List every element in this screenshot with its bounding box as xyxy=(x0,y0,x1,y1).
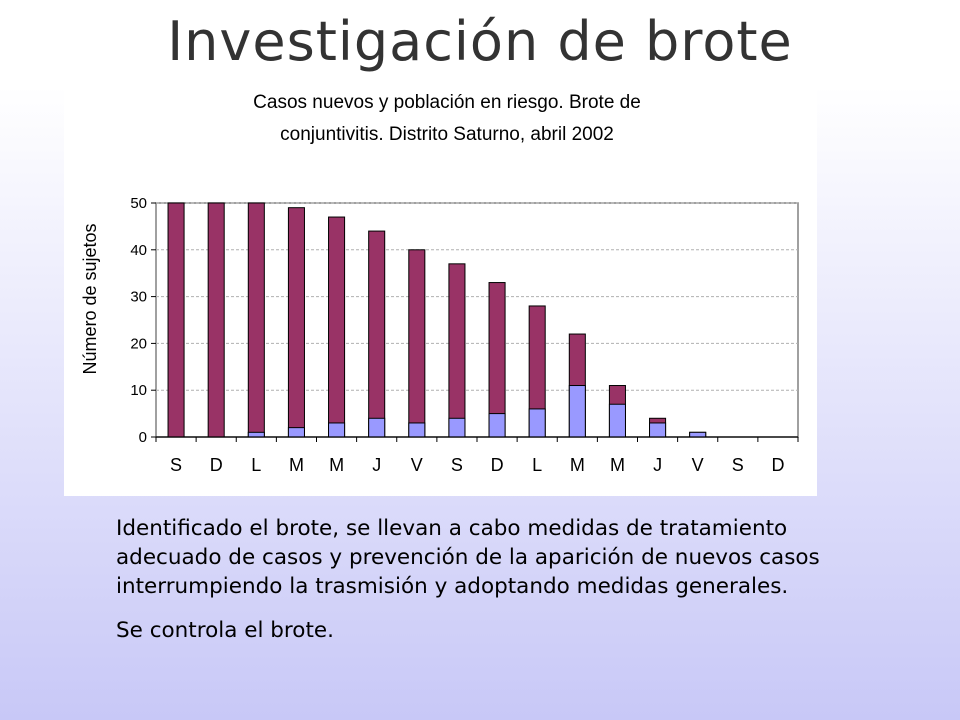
bar-population-at-risk xyxy=(287,207,305,438)
paragraph-control: Se controla el brote. xyxy=(116,618,334,643)
x-tick-label: J xyxy=(372,455,381,475)
x-tick-label: D xyxy=(771,455,784,475)
bar-new-cases xyxy=(287,427,305,438)
chart-title-line-2: conjuntivitis. Distrito Saturno, abril 2… xyxy=(280,124,614,145)
bar-new-cases xyxy=(368,417,386,438)
x-tick-label: J xyxy=(653,455,662,475)
bar-population-at-risk xyxy=(448,263,466,438)
y-tick-label: 10 xyxy=(130,382,147,399)
bar-new-cases xyxy=(488,413,506,438)
bar-population-at-risk xyxy=(328,216,346,438)
x-tick-label: M xyxy=(289,455,304,475)
body-text: Identificado el brote, se llevan a cabo … xyxy=(116,514,876,660)
bar-population-at-risk xyxy=(368,230,386,438)
x-tick-label: D xyxy=(210,455,223,475)
x-tick-label: L xyxy=(532,455,542,475)
chart-title-line-1: Casos nuevos y población en riesgo. Brot… xyxy=(253,92,641,113)
slide-title: Investigación de brote xyxy=(167,10,793,73)
bar-new-cases xyxy=(689,431,707,438)
y-tick-label: 40 xyxy=(130,242,147,259)
paragraph-measures: Identificado el brote, se llevan a cabo … xyxy=(116,516,820,599)
bar-new-cases xyxy=(328,422,346,438)
x-tick-label: S xyxy=(451,455,463,475)
bar-population-at-risk xyxy=(167,202,185,438)
bars xyxy=(167,202,707,438)
bar-new-cases xyxy=(448,417,466,438)
bar-population-at-risk xyxy=(408,249,426,438)
bar-new-cases xyxy=(649,422,667,438)
bar-new-cases xyxy=(528,408,546,438)
chart-panel: Casos nuevos y población en riesgo. Brot… xyxy=(64,82,817,496)
bar-new-cases xyxy=(568,385,586,438)
x-tick-label: L xyxy=(251,455,261,475)
y-tick-label: 50 xyxy=(130,195,147,212)
x-tick-label: V xyxy=(411,455,423,475)
x-tick-label: V xyxy=(692,455,704,475)
bar-population-at-risk xyxy=(207,202,225,438)
bar-chart: Casos nuevos y población en riesgo. Brot… xyxy=(80,92,799,475)
x-tick-label: M xyxy=(329,455,344,475)
x-tick-label: D xyxy=(491,455,504,475)
x-tick-label: M xyxy=(570,455,585,475)
bar-new-cases xyxy=(608,403,626,438)
x-tick-label: M xyxy=(610,455,625,475)
bar-new-cases xyxy=(247,431,265,438)
y-tick-label: 0 xyxy=(139,429,147,446)
y-tick-label: 30 xyxy=(130,289,147,306)
x-tick-label: S xyxy=(170,455,182,475)
x-tick-label: S xyxy=(732,455,744,475)
y-axis-label: Número de sujetos xyxy=(80,223,100,374)
bar-population-at-risk xyxy=(247,202,265,438)
y-tick-label: 20 xyxy=(130,335,147,352)
y-axis-ticks: 0 10 20 30 40 50 xyxy=(130,195,156,446)
bar-new-cases xyxy=(408,422,426,438)
